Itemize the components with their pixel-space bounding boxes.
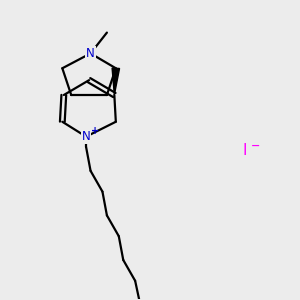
Text: N: N (86, 47, 95, 60)
Text: +: + (91, 126, 99, 136)
Text: N: N (82, 130, 91, 143)
Text: I: I (243, 142, 248, 158)
Text: −: − (251, 140, 260, 151)
Polygon shape (112, 68, 119, 95)
